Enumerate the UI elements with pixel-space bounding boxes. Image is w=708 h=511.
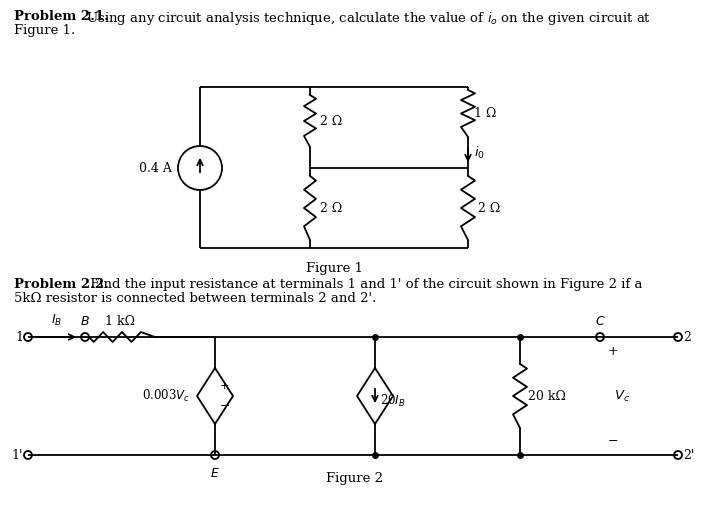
Text: +: + (220, 381, 229, 391)
Text: 0.4 A: 0.4 A (139, 161, 172, 174)
Text: 0.003$V_c$: 0.003$V_c$ (142, 388, 190, 404)
Text: Using any circuit analysis technique, calculate the value of $i_o$ on the given : Using any circuit analysis technique, ca… (82, 10, 651, 27)
Text: $C$: $C$ (595, 315, 605, 328)
Text: 2: 2 (683, 331, 691, 343)
Text: $I_B$: $I_B$ (51, 313, 62, 328)
Text: 2': 2' (683, 449, 695, 461)
Text: $B$: $B$ (80, 315, 90, 328)
Text: 5kΩ resistor is connected between terminals 2 and 2'.: 5kΩ resistor is connected between termin… (14, 292, 377, 305)
Text: $E$: $E$ (210, 467, 220, 480)
Text: Find the input resistance at terminals 1 and 1' of the circuit shown in Figure 2: Find the input resistance at terminals 1… (86, 278, 642, 291)
Text: Figure 1: Figure 1 (307, 262, 363, 275)
Text: −: − (608, 434, 619, 448)
Text: 20$I_B$: 20$I_B$ (380, 393, 406, 409)
Text: 1 Ω: 1 Ω (474, 107, 496, 120)
Text: 1 kΩ: 1 kΩ (105, 315, 135, 328)
Text: Figure 2: Figure 2 (326, 472, 382, 485)
Text: Problem 2.1.: Problem 2.1. (14, 10, 109, 23)
Text: 1': 1' (11, 449, 23, 461)
Text: Figure 1.: Figure 1. (14, 24, 75, 37)
Text: Problem 2.2.: Problem 2.2. (14, 278, 109, 291)
Text: $V_c$: $V_c$ (614, 388, 630, 404)
Text: 2 Ω: 2 Ω (320, 201, 342, 215)
Text: 1: 1 (15, 331, 23, 343)
Text: $i_0$: $i_0$ (474, 145, 485, 160)
Text: 20 kΩ: 20 kΩ (528, 389, 566, 403)
Text: +: + (608, 344, 619, 358)
Text: 2 Ω: 2 Ω (320, 114, 342, 128)
Text: −: − (220, 400, 231, 412)
Text: 2 Ω: 2 Ω (478, 201, 501, 215)
